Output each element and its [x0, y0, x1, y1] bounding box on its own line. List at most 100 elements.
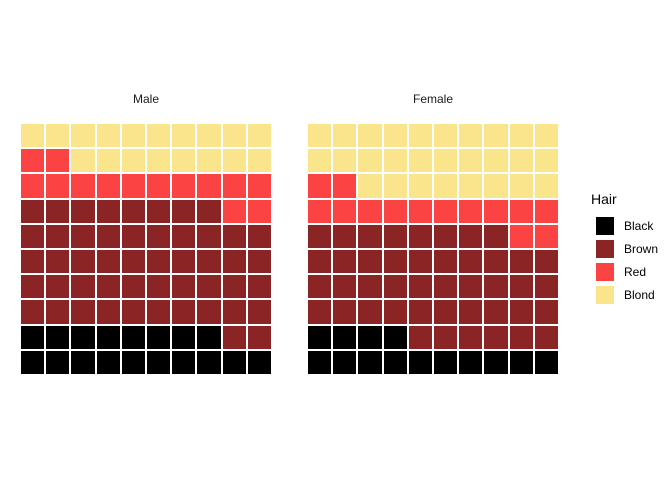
- waffle-cell: [509, 174, 533, 198]
- waffle-cell: [222, 300, 246, 324]
- waffle-cell: [534, 199, 558, 223]
- legend-swatch-brown: [596, 240, 614, 258]
- waffle-cell: [459, 275, 483, 299]
- waffle-cell: [21, 174, 45, 198]
- waffle-cell: [459, 325, 483, 349]
- waffle-cell: [247, 300, 271, 324]
- waffle-cell: [434, 149, 458, 173]
- waffle-cell: [71, 300, 95, 324]
- waffle-cell: [46, 300, 70, 324]
- waffle-cell: [408, 300, 432, 324]
- waffle-cell: [247, 174, 271, 198]
- waffle-cell: [172, 224, 196, 248]
- legend-swatch-blond: [596, 286, 614, 304]
- waffle-cell: [484, 350, 508, 374]
- waffle-cell: [21, 149, 45, 173]
- waffle-cell: [121, 300, 145, 324]
- waffle-cell: [147, 149, 171, 173]
- waffle-cell: [172, 124, 196, 148]
- waffle-cell: [197, 250, 221, 274]
- waffle-cell: [358, 199, 382, 223]
- waffle-cell: [172, 275, 196, 299]
- waffle-cell: [434, 174, 458, 198]
- waffle-cell: [434, 224, 458, 248]
- waffle-cell: [383, 350, 407, 374]
- legend-swatch-black: [596, 217, 614, 235]
- waffle-cell: [534, 300, 558, 324]
- waffle-cell: [71, 124, 95, 148]
- waffle-cell: [408, 325, 432, 349]
- waffle-cell: [172, 199, 196, 223]
- waffle-cell: [333, 149, 357, 173]
- waffle-cell: [383, 325, 407, 349]
- waffle-cell: [121, 149, 145, 173]
- waffle-cell: [534, 275, 558, 299]
- waffle-cell: [46, 275, 70, 299]
- waffle-cell: [21, 300, 45, 324]
- waffle-cell: [333, 199, 357, 223]
- waffle-cell: [408, 124, 432, 148]
- legend-label-black: Black: [624, 219, 654, 233]
- waffle-cell: [484, 325, 508, 349]
- waffle-cell: [46, 174, 70, 198]
- waffle-cell: [121, 325, 145, 349]
- waffle-cell: [484, 275, 508, 299]
- waffle-cell: [197, 199, 221, 223]
- waffle-cell: [333, 350, 357, 374]
- facet-title-female: Female: [412, 92, 453, 106]
- waffle-cell: [459, 224, 483, 248]
- waffle-cell: [484, 149, 508, 173]
- waffle-cell: [247, 199, 271, 223]
- waffle-cell: [197, 300, 221, 324]
- waffle-cell: [197, 224, 221, 248]
- waffle-cell: [172, 325, 196, 349]
- waffle-cell: [333, 174, 357, 198]
- legend-title: Hair: [591, 191, 617, 207]
- waffle-cell: [484, 199, 508, 223]
- waffle-cell: [46, 224, 70, 248]
- waffle-cell: [222, 250, 246, 274]
- waffle-cell: [408, 275, 432, 299]
- waffle-cell: [96, 199, 120, 223]
- waffle-cell: [333, 124, 357, 148]
- waffle-cell: [509, 325, 533, 349]
- waffle-cell: [96, 350, 120, 374]
- waffle-cell: [408, 199, 432, 223]
- legend-item-red: Red: [596, 263, 658, 281]
- waffle-cell: [484, 174, 508, 198]
- waffle-cell: [509, 250, 533, 274]
- waffle-cell: [147, 325, 171, 349]
- waffle-cell: [96, 224, 120, 248]
- waffle-cell: [197, 174, 221, 198]
- waffle-cell: [247, 275, 271, 299]
- waffle-cell: [333, 275, 357, 299]
- waffle-cell: [71, 275, 95, 299]
- waffle-cell: [408, 149, 432, 173]
- waffle-cell: [21, 224, 45, 248]
- waffle-cell: [247, 124, 271, 148]
- waffle-cell: [96, 275, 120, 299]
- waffle-cell: [383, 250, 407, 274]
- waffle-cell: [509, 300, 533, 324]
- waffle-cell: [308, 174, 332, 198]
- waffle-cell: [509, 275, 533, 299]
- waffle-cell: [534, 350, 558, 374]
- waffle-cell: [534, 174, 558, 198]
- waffle-cell: [459, 300, 483, 324]
- waffle-cell: [21, 275, 45, 299]
- waffle-cell: [96, 300, 120, 324]
- legend-item-blond: Blond: [596, 286, 658, 304]
- waffle-cell: [308, 325, 332, 349]
- waffle-cell: [459, 149, 483, 173]
- waffle-cell: [222, 224, 246, 248]
- waffle-cell: [408, 350, 432, 374]
- waffle-cell: [71, 174, 95, 198]
- facet-title-male: Male: [132, 92, 159, 106]
- legend-label-blond: Blond: [624, 288, 655, 302]
- waffle-cell: [434, 325, 458, 349]
- waffle-cell: [222, 124, 246, 148]
- legend-swatch-red: [596, 263, 614, 281]
- waffle-cell: [333, 250, 357, 274]
- legend-item-brown: Brown: [596, 240, 658, 258]
- waffle-cell: [308, 124, 332, 148]
